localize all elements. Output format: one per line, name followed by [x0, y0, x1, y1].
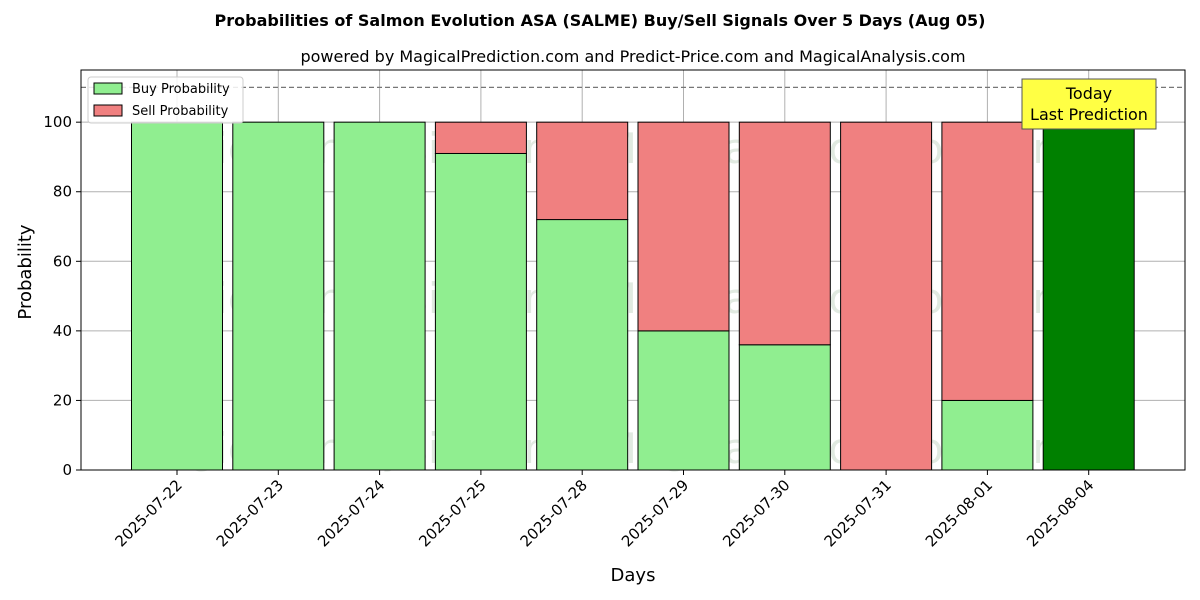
y-tick-label: 20 — [53, 391, 72, 409]
x-tick-label: 2025-08-01 — [922, 476, 996, 550]
today-annotation-line1: Today — [1065, 84, 1112, 103]
bars — [131, 121, 1135, 471]
buy-bar — [1042, 121, 1135, 471]
today-annotation-box — [1021, 78, 1157, 130]
x-axis-label: Days — [611, 565, 656, 586]
y-tick-label: 100 — [43, 113, 72, 131]
buy-bar — [131, 121, 223, 471]
y-tick-label: 60 — [53, 252, 72, 270]
x-tick-label: 2025-07-30 — [719, 476, 793, 550]
plot-frame — [80, 69, 1186, 471]
sell-bar — [840, 121, 933, 471]
x-tick-label: 2025-08-04 — [1023, 476, 1097, 550]
buy-bar — [434, 152, 527, 471]
x-tick-label: 2025-07-28 — [517, 476, 591, 550]
legend-label: Sell Probability — [132, 104, 229, 119]
today-annotation: Today Last Prediction — [1021, 78, 1157, 130]
sell-bar — [738, 121, 831, 346]
legend: Buy Probability Sell Probability — [87, 76, 244, 124]
sell-bar — [941, 121, 1034, 401]
legend-swatch — [93, 82, 123, 95]
buy-bar — [333, 121, 426, 471]
buy-bar — [941, 399, 1034, 471]
y-axis-label: Probability — [15, 224, 36, 319]
sell-bar — [434, 121, 527, 154]
sell-bar — [536, 121, 629, 221]
today-annotation-line2: Last Prediction — [1030, 105, 1148, 124]
sell-bar — [637, 121, 730, 332]
x-tick-label: 2025-07-31 — [821, 476, 895, 550]
y-tick-label: 80 — [53, 183, 72, 201]
x-tick-label: 2025-07-25 — [415, 476, 489, 550]
chart-title: Probabilities of Salmon Evolution ASA (S… — [215, 11, 986, 30]
x-tick-label: 2025-07-23 — [213, 476, 287, 550]
legend-box — [87, 76, 244, 124]
buy-bar — [536, 219, 629, 471]
buy-bar — [232, 121, 325, 471]
x-tick-label: 2025-07-29 — [618, 476, 692, 550]
chart-subtitle: powered by MagicalPrediction.com and Pre… — [300, 47, 965, 66]
x-tick-label: 2025-07-22 — [111, 476, 185, 550]
x-tick-label: 2025-07-24 — [314, 476, 388, 550]
y-tick-label: 0 — [62, 461, 72, 479]
y-tick-label: 40 — [53, 322, 72, 340]
legend-label: Buy Probability — [132, 82, 230, 97]
legend-swatch — [93, 104, 123, 117]
buy-bar — [637, 330, 730, 471]
buy-bar — [738, 344, 831, 471]
